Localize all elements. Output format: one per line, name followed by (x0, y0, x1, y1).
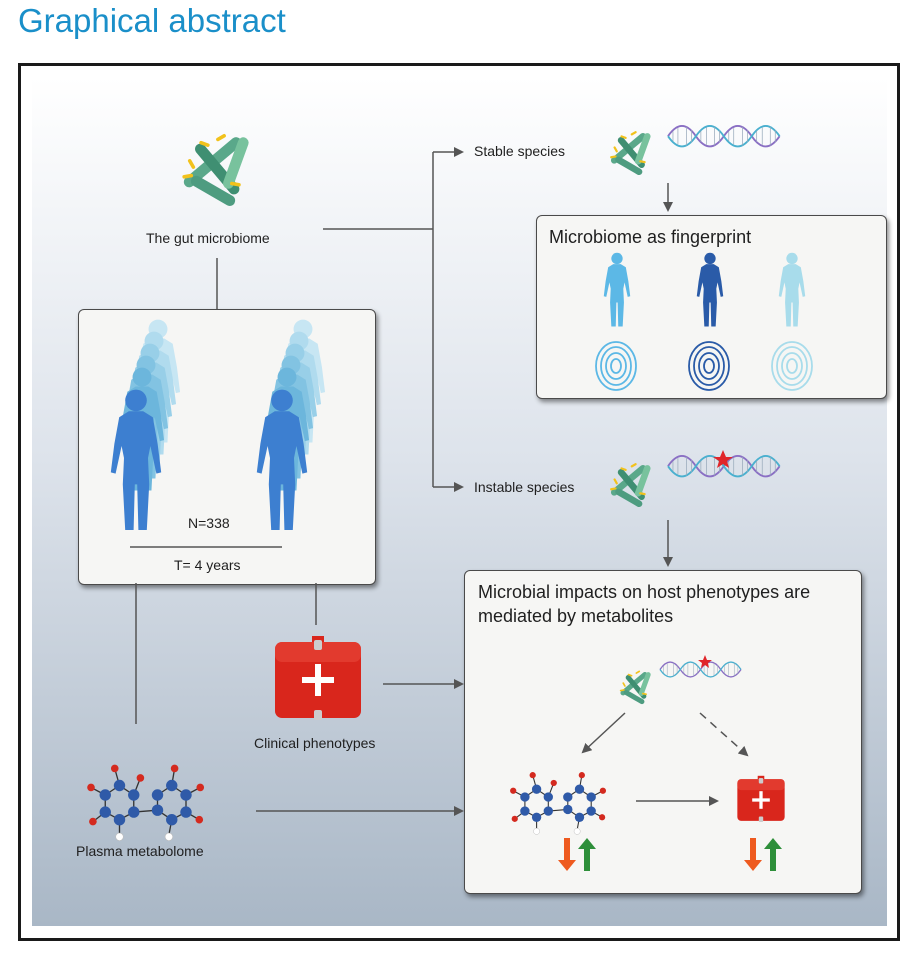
impact-molecule-icon (509, 771, 607, 835)
page-title: Graphical abstract (18, 2, 286, 39)
person-pale-icon (778, 252, 806, 327)
impact-box-title-line2: mediated by metabolites (478, 606, 674, 626)
impact-bacteria-icon (619, 670, 652, 706)
fingerprint-box-title: Microbiome as fingerprint (549, 227, 752, 247)
impact-box: Microbial impacts on host phenotypes are… (464, 570, 862, 894)
phenotype-change-arrows (744, 838, 782, 871)
stable-bacteria-icon (609, 130, 652, 177)
instable-bacteria-icon (609, 462, 652, 509)
metabolite-change-arrows (558, 838, 596, 871)
cohort-figures-right (256, 319, 326, 530)
connectors (130, 147, 749, 816)
cohort-figures-left (110, 319, 181, 530)
plasma-metabolome-label: Plasma metabolome (76, 843, 204, 859)
clinical-phenotypes-label: Clinical phenotypes (254, 735, 376, 751)
gut-bacteria-illustration (181, 133, 251, 208)
stable-dna-icon (667, 125, 781, 148)
stable-species-label: Stable species (474, 143, 566, 159)
fingerprint-light-icon (595, 341, 637, 391)
fingerprint-pale-icon (771, 341, 813, 391)
instable-species-label: Instable species (474, 479, 575, 495)
person-dark-icon (696, 252, 724, 327)
impact-medical-kit-icon (737, 775, 785, 822)
mutation-star-icon (713, 450, 733, 468)
person-light-icon (603, 252, 631, 327)
impact-dna-icon (659, 661, 742, 678)
molecule-icon (86, 763, 205, 842)
cohort-duration-label: T= 4 years (174, 557, 241, 573)
cohort-size-label: N=338 (188, 515, 230, 531)
gut-microbiome-label: The gut microbiome (146, 230, 270, 246)
impact-box-title-line1: Microbial impacts on host phenotypes are (478, 582, 811, 602)
medical-kit-icon (275, 636, 361, 720)
fingerprint-dark-icon (688, 341, 730, 391)
impact-mutation-star-icon (698, 655, 712, 668)
